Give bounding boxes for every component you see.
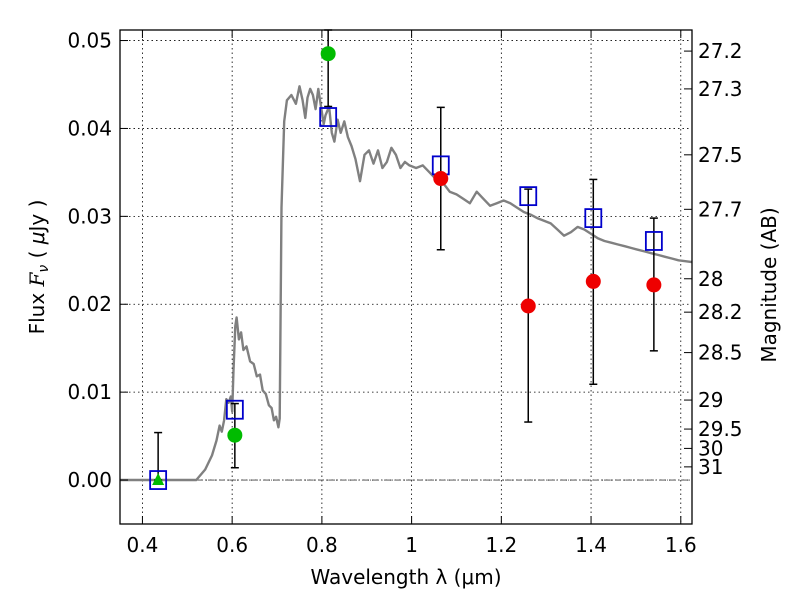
magnitude-tick-label: 27.2 xyxy=(698,39,743,63)
magnitude-tick-label: 29.5 xyxy=(698,417,743,441)
magnitude-tick-label: 28.5 xyxy=(698,341,743,365)
y-tick-label: 0.05 xyxy=(67,29,112,53)
y-axis-label-text-2: ( xyxy=(25,244,49,265)
model-flux-square xyxy=(319,107,338,127)
y-axis-right-label: Magnitude (AB) xyxy=(757,207,781,362)
plot-frame xyxy=(119,29,693,525)
x-tick-label: 1 xyxy=(405,533,418,557)
y-axis-label-mu: μ xyxy=(25,231,49,245)
observed-flux-point xyxy=(227,427,243,443)
y-axis-label-text-1: Flux xyxy=(25,286,49,334)
data-markers xyxy=(149,46,663,490)
magnitude-tick-label: 27.7 xyxy=(698,197,743,221)
magnitude-tick-label: 30 xyxy=(698,436,723,460)
magnitude-tick-label: 27.5 xyxy=(698,143,743,167)
model-flux-square xyxy=(225,399,244,420)
magnitude-tick-label: 28 xyxy=(698,267,723,291)
observed-flux-point xyxy=(520,298,536,314)
model-flux-square xyxy=(584,208,603,229)
y-tick-label: 0.03 xyxy=(67,204,112,228)
x-tick-label: 1.2 xyxy=(485,533,517,557)
x-tick-label: 1.6 xyxy=(665,533,697,557)
x-tick-label: 0.8 xyxy=(306,533,338,557)
x-axis-label: Wavelength λ (μm) xyxy=(310,565,501,589)
x-tick-label: 1.4 xyxy=(575,533,607,557)
model-flux-square xyxy=(149,470,168,490)
magnitude-tick-label: 27.3 xyxy=(698,77,743,101)
spectrum-line xyxy=(120,85,693,482)
observed-flux-point xyxy=(646,277,662,293)
observed-flux-point xyxy=(320,46,336,62)
x-tick-label: 0.6 xyxy=(216,533,248,557)
y-tick-label: 0.02 xyxy=(67,292,112,316)
y-axis-label-subscript: ν xyxy=(36,265,52,273)
y-tick-label: 0.01 xyxy=(67,380,112,404)
model-spectrum xyxy=(120,85,693,482)
magnitude-tick-label: 31 xyxy=(698,455,723,479)
y-axis-label-text-3: Jy ) xyxy=(25,200,49,234)
model-flux-square xyxy=(519,186,538,207)
y-axis-label-symbol: F xyxy=(25,271,49,287)
observed-flux-point xyxy=(433,171,449,187)
magnitude-tick-label: 28.2 xyxy=(698,300,743,324)
x-tick-label: 0.4 xyxy=(127,533,159,557)
y-tick-label: 0.00 xyxy=(67,468,112,492)
y-tick-label: 0.04 xyxy=(67,116,112,140)
magnitude-tick-label: 29 xyxy=(698,388,723,412)
axis-ticks: 0.4 0.6 0.8 1 1.2 1.4 1.6 0.00 0.01 0.02 0.03 0.04 0… xyxy=(67,29,742,557)
observed-flux-point xyxy=(585,273,601,289)
model-flux-square xyxy=(644,231,663,251)
y-axis-label: Flux Fν ( μJy ) xyxy=(25,200,52,335)
observed-flux-triangle xyxy=(152,473,165,486)
